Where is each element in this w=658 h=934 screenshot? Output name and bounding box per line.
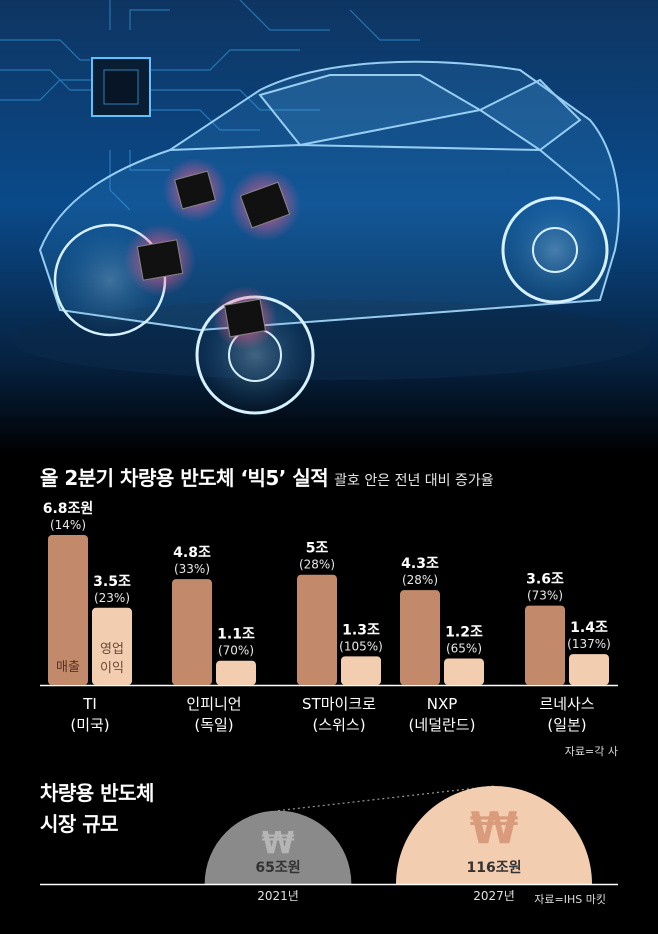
category-label: (미국) [70,716,109,734]
bar-value-label: 6.8조원 [43,501,94,517]
bar-growth-label: (14%) [50,518,86,532]
hero-illustration [0,0,658,455]
bar-growth-label: (137%) [567,637,611,651]
sales-bar [48,535,88,685]
profit-bar [92,607,132,685]
bar-growth-label: (73%) [527,589,563,603]
profit-bar [569,654,609,685]
won-icon: ₩ [261,826,294,861]
category-label: (스위스) [312,716,365,734]
market-value-label: 116조원 [467,860,522,876]
market-size-mark [396,786,592,884]
bar-value-label: 3.6조 [526,572,564,588]
bar-growth-label: (28%) [402,573,438,587]
legend-profit: 이익 [100,661,124,676]
bar-growth-label: (33%) [174,562,210,576]
chip-icon [213,286,277,350]
market-value-label: 65조원 [255,860,300,876]
category-label: 인피니언 [186,695,241,713]
category-label: NXP [427,695,458,713]
sales-bar [172,579,212,685]
category-label: TI [82,695,97,713]
bar-value-label: 4.3조 [401,556,439,572]
won-icon: ₩ [470,803,519,854]
market-source-note: 자료=IHS 마킷 [534,893,606,906]
bar-value-label: 4.8조 [173,545,211,561]
market-size-mark [204,810,352,884]
legend-profit: 영업 [100,642,124,657]
market-title-line2: 시장 규모 [40,812,119,836]
wheel-icon [501,196,609,304]
circuit-traces [0,0,420,211]
market-title-line1: 차량용 반도체 [40,781,154,805]
chip-icon [124,224,196,296]
big5-bar-chart: 6.8조원(14%)3.5조(23%)TI(미국)4.8조(33%)1.1조(7… [40,501,618,734]
bar-value-label: 5조 [306,541,329,557]
profit-bar [444,658,484,685]
source-note: 자료=각 사 [564,745,618,758]
sales-bar [525,605,565,685]
bar-value-label: 1.2조 [445,625,483,641]
chart-title: 올 2분기 차량용 반도체 ‘빅5’ 실적 [40,466,329,490]
bar-growth-label: (23%) [94,591,130,605]
bar-growth-label: (70%) [218,644,254,658]
legend-sales: 매출 [56,660,80,675]
growth-connector [277,785,495,812]
bar-value-label: 1.1조 [217,627,255,643]
bar-growth-label: (105%) [339,639,383,653]
profit-bar [341,656,381,685]
category-label: (일본) [547,716,586,734]
bar-growth-label: (65%) [446,642,482,656]
category-label: (네덜란드) [409,716,476,734]
bar-value-label: 3.5조 [93,574,131,590]
profit-bar [216,660,256,685]
chip-icon [91,57,151,117]
chip-icon [163,158,227,222]
category-label: 르네사스 [539,695,594,713]
chart-subtitle: 괄호 안은 전년 대비 증가율 [334,473,494,489]
chip-icon [229,169,301,241]
sales-bar [400,590,440,685]
market-size-chart: ₩65조원 2021년 ₩116조원 2027년 [40,785,618,903]
market-year-label: 2021년 [257,889,299,903]
market-year-label: 2027년 [473,889,515,903]
bar-growth-label: (28%) [299,558,335,572]
bar-value-label: 1.3조 [342,622,380,638]
category-label: ST마이크로 [302,695,376,713]
sales-bar [297,574,337,685]
category-label: (독일) [194,716,233,734]
chart-title-row: 올 2분기 차량용 반도체 ‘빅5’ 실적 괄호 안은 전년 대비 증가율 [40,462,494,491]
bar-value-label: 1.4조 [570,620,608,636]
